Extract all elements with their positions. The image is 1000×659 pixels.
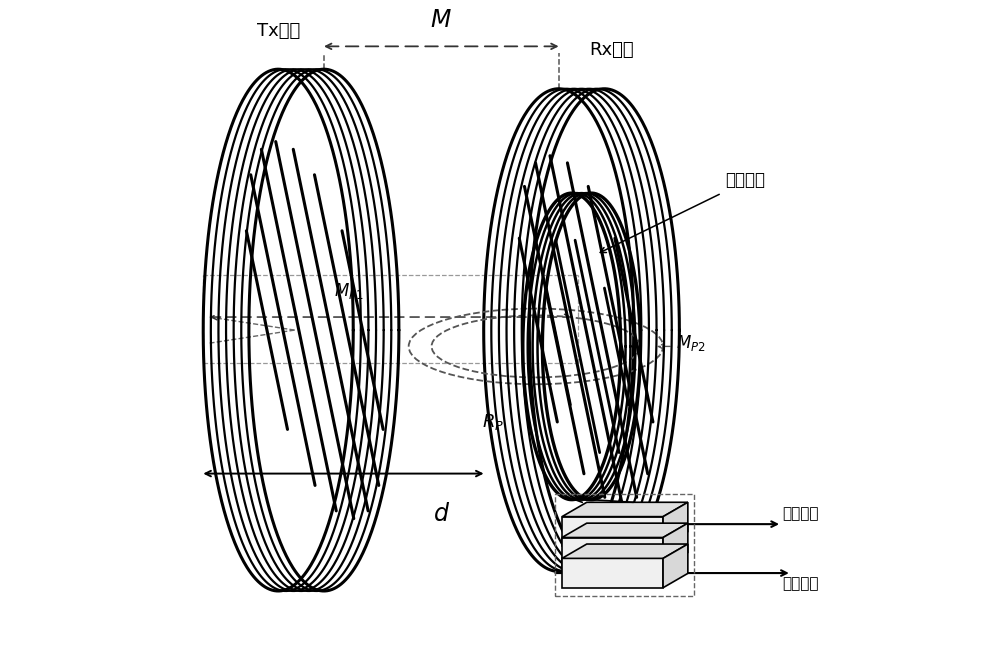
Polygon shape [562,558,663,588]
Polygon shape [562,502,688,517]
Polygon shape [663,502,688,546]
Bar [555,494,694,596]
Polygon shape [562,538,663,567]
Text: 电压相角: 电压相角 [782,507,819,521]
Text: $d$: $d$ [433,503,450,526]
Polygon shape [663,544,688,588]
Polygon shape [562,523,688,538]
Text: Tx线圈: Tx线圈 [257,22,300,40]
Text: $M_{P2}$: $M_{P2}$ [676,333,706,353]
Text: $R_P$: $R_P$ [482,412,505,432]
Text: 探测线圈: 探测线圈 [725,171,765,189]
Text: $M$: $M$ [430,9,452,32]
Text: $M_{P1}$: $M_{P1}$ [334,281,363,301]
Polygon shape [562,517,663,546]
Polygon shape [562,544,688,558]
Text: 电压幅值: 电压幅值 [782,576,819,590]
Text: Rx线圈: Rx线圈 [589,42,634,59]
Polygon shape [663,523,688,567]
